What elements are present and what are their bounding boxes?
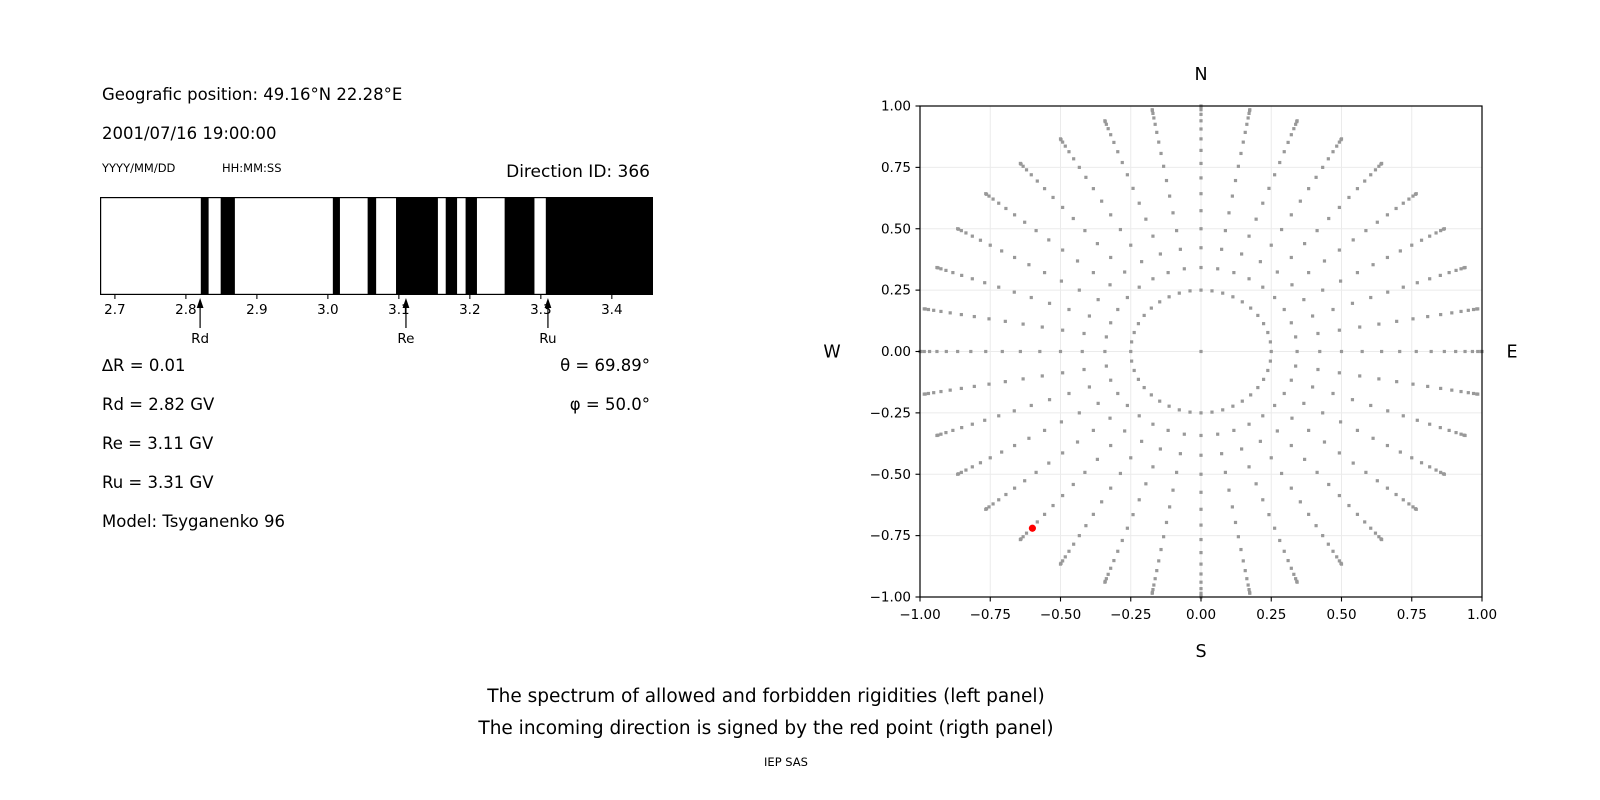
axes-ticks-labels: −1.00 −0.75 −0.50 −0.25 0.00 0.25 0.50 0.75 1.00… — [870, 99, 1497, 624]
svg-text:−0.25: −0.25 — [870, 405, 911, 421]
datetime-text: 2001/07/16 19:00:00 — [102, 124, 277, 143]
svg-text:2.7: 2.7 — [104, 302, 125, 318]
ru-value: Ru = 3.31 GV — [102, 473, 214, 492]
svg-text:−1.00: −1.00 — [870, 590, 911, 606]
svg-text:2.9: 2.9 — [246, 302, 267, 318]
svg-text:Ru: Ru — [539, 331, 556, 347]
cutoff-markers: Rd Re Ru — [191, 298, 557, 347]
spectrum-border — [100, 197, 653, 296]
svg-text:0.50: 0.50 — [881, 221, 911, 237]
compass-south-label: S — [1195, 642, 1206, 662]
compass-north-label: N — [1194, 65, 1207, 85]
rd-value: Rd = 2.82 GV — [102, 395, 215, 414]
re-value: Re = 3.11 GV — [102, 434, 214, 453]
spectrum-x-axis: 2.7 2.8 2.9 3.0 3.1 3.2 3.3 3.4 — [104, 295, 623, 318]
delta-r-value: ∆R = 0.01 — [102, 356, 186, 375]
svg-text:Re: Re — [397, 331, 414, 347]
svg-text:0.50: 0.50 — [1326, 607, 1356, 623]
svg-text:0.00: 0.00 — [1186, 607, 1216, 623]
direction-id-text: Direction ID: 366 — [506, 162, 650, 182]
direction-dots — [918, 104, 1484, 599]
incoming-direction-chart: −1.00 −0.75 −0.50 −0.25 0.00 0.25 0.50 0.75 1.00… — [823, 65, 1517, 662]
caption-line-1: The spectrum of allowed and forbidden ri… — [487, 686, 1045, 707]
svg-text:3.2: 3.2 — [459, 302, 480, 318]
svg-text:3.4: 3.4 — [601, 302, 622, 318]
geo-position-text: Geografic position: 49.16°N 22.28°E — [102, 85, 403, 104]
svg-text:0.25: 0.25 — [881, 283, 911, 299]
compass-labels: N S W E — [823, 65, 1517, 662]
svg-text:1.00: 1.00 — [881, 99, 911, 115]
date-format-label: YYYY/MM/DD — [102, 161, 176, 175]
phi-value: φ = 50.0° — [569, 395, 650, 414]
time-format-label: HH:MM:SS — [222, 161, 282, 175]
svg-text:−1.00: −1.00 — [899, 607, 940, 623]
svg-text:−0.25: −0.25 — [1110, 607, 1151, 623]
compass-west-label: W — [823, 343, 840, 363]
theta-value: θ = 69.89° — [560, 356, 650, 375]
svg-text:−0.50: −0.50 — [1040, 607, 1081, 623]
model-text: Model: Tsyganenko 96 — [102, 512, 286, 531]
svg-text:2.8: 2.8 — [175, 302, 196, 318]
svg-text:0.25: 0.25 — [1256, 607, 1286, 623]
allowed-bands — [200, 197, 653, 295]
caption-line-2: The incoming direction is signed by the … — [478, 718, 1054, 739]
svg-text:Rd: Rd — [191, 331, 209, 347]
svg-text:1.00: 1.00 — [1467, 607, 1497, 623]
svg-text:3.0: 3.0 — [317, 302, 338, 318]
svg-text:−0.75: −0.75 — [970, 607, 1011, 623]
red-direction-point — [1028, 524, 1036, 532]
svg-text:−0.50: −0.50 — [870, 467, 911, 483]
credit-text: IEP SAS — [764, 755, 808, 769]
svg-text:−0.75: −0.75 — [870, 528, 911, 544]
rigidity-spectrum-chart: 2.7 2.8 2.9 3.0 3.1 3.2 3.3 3.4Rd Re Ru — [100, 197, 653, 347]
compass-east-label: E — [1506, 343, 1517, 363]
svg-text:0.75: 0.75 — [1397, 607, 1427, 623]
svg-text:0.75: 0.75 — [881, 160, 911, 176]
svg-text:0.00: 0.00 — [881, 344, 911, 360]
